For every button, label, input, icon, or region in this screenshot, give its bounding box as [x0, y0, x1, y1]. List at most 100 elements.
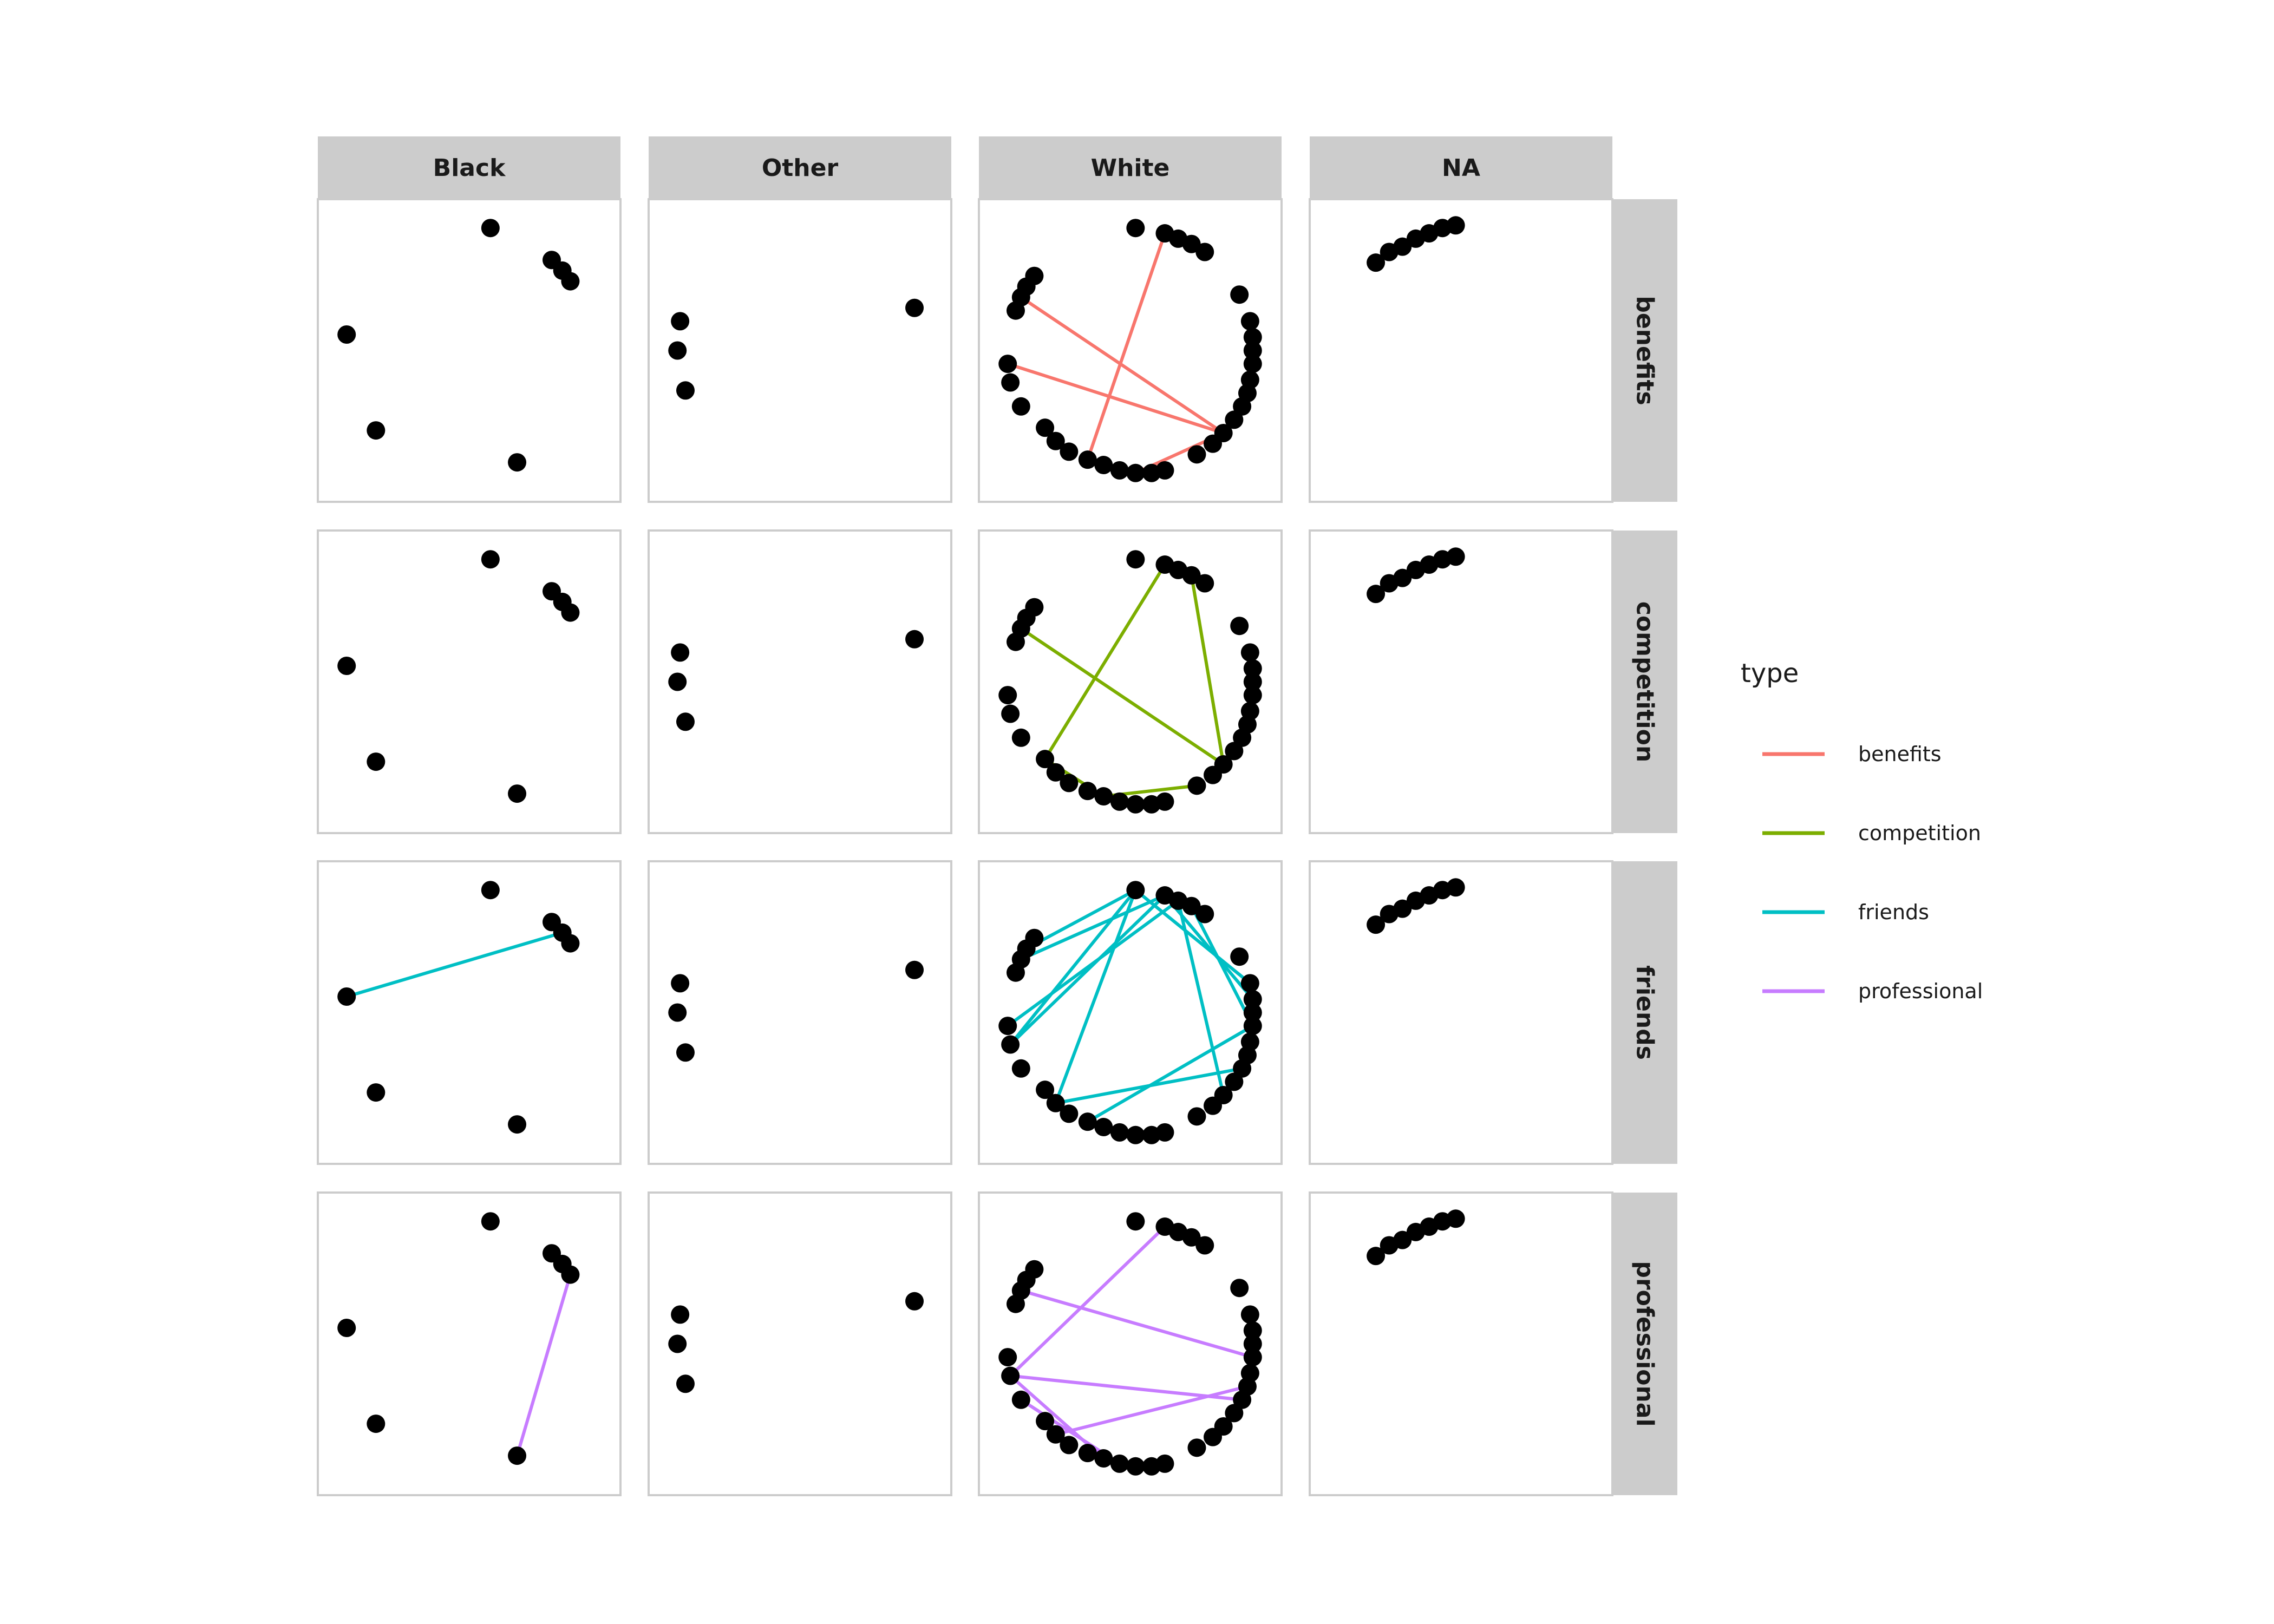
legend: type benefitscompetitionfriendsprofessio… — [1741, 658, 1983, 1003]
node-point — [1241, 643, 1259, 662]
node-point — [481, 550, 500, 568]
node-point — [1094, 456, 1113, 474]
node-point — [1244, 355, 1262, 373]
panel-white-competition — [979, 531, 1282, 833]
node-point — [1187, 445, 1206, 463]
column-strip-label: NA — [1442, 154, 1480, 182]
node-point — [1142, 795, 1161, 814]
node-point — [1241, 312, 1259, 330]
node-point — [1126, 1457, 1145, 1476]
node-point — [1025, 598, 1043, 617]
node-point — [671, 1305, 689, 1324]
node-point — [1195, 574, 1214, 592]
node-point — [1230, 947, 1249, 966]
node-point — [668, 1335, 687, 1353]
node-point — [1187, 1438, 1206, 1457]
node-point — [1195, 243, 1214, 261]
panel-other-professional — [649, 1193, 951, 1495]
node-point — [367, 1415, 385, 1433]
node-point — [1230, 617, 1249, 635]
panel-background — [1310, 861, 1612, 1164]
node-point — [1126, 1126, 1145, 1144]
node-point — [1241, 974, 1259, 992]
column-strips: Black Other White NA — [318, 136, 1612, 199]
node-point — [1079, 782, 1097, 800]
legend-label-competition: competition — [1858, 821, 1981, 845]
node-point — [905, 630, 924, 649]
node-point — [1204, 1428, 1222, 1446]
row-strip-label: benefits — [1631, 296, 1659, 405]
node-point — [676, 381, 695, 400]
node-point — [668, 673, 687, 691]
node-point — [1244, 1348, 1262, 1366]
node-point — [1195, 1236, 1214, 1254]
node-point — [1204, 435, 1222, 453]
panel-white-professional — [979, 1193, 1282, 1495]
node-point — [1110, 793, 1129, 811]
node-point — [1001, 705, 1020, 723]
node-point — [1126, 1212, 1145, 1230]
node-point — [668, 1004, 687, 1022]
node-point — [1094, 1449, 1113, 1468]
panel-background — [979, 531, 1282, 833]
node-point — [1036, 1081, 1054, 1099]
panel-background — [979, 1193, 1282, 1495]
panel-na-professional — [1310, 1193, 1612, 1495]
panel-background — [649, 861, 951, 1164]
node-point — [905, 299, 924, 317]
panel-background — [318, 199, 620, 502]
panel-background — [649, 199, 951, 502]
node-point — [1110, 1455, 1129, 1473]
column-strip-label: Other — [762, 154, 839, 182]
panel-background — [649, 1193, 951, 1495]
node-point — [561, 934, 579, 953]
panel-background — [979, 199, 1282, 502]
node-point — [905, 961, 924, 979]
node-point — [1126, 795, 1145, 814]
node-point — [367, 421, 385, 440]
panel-black-friends — [318, 861, 620, 1164]
node-point — [561, 604, 579, 622]
node-point — [1094, 787, 1113, 806]
node-point — [1079, 1112, 1097, 1131]
node-point — [1447, 216, 1465, 234]
node-point — [1012, 1059, 1030, 1078]
node-point — [1447, 547, 1465, 566]
facet-panels — [318, 199, 1612, 1495]
panel-background — [318, 1193, 620, 1495]
node-point — [1012, 1391, 1030, 1409]
node-point — [1241, 1305, 1259, 1324]
row-strip-label: professional — [1631, 1261, 1659, 1426]
node-point — [1195, 905, 1214, 923]
node-point — [1012, 397, 1030, 416]
node-point — [508, 453, 526, 472]
node-point — [508, 784, 526, 803]
node-point — [1036, 750, 1054, 768]
panel-white-friends — [979, 861, 1282, 1164]
node-point — [1187, 776, 1206, 795]
node-point — [337, 325, 356, 344]
node-point — [1025, 267, 1043, 285]
node-point — [337, 657, 356, 675]
panel-black-professional — [318, 1193, 620, 1495]
node-point — [998, 1017, 1017, 1035]
panel-na-friends — [1310, 861, 1612, 1164]
node-point — [1012, 729, 1030, 747]
node-point — [671, 974, 689, 992]
node-point — [998, 355, 1017, 373]
node-point — [1126, 219, 1145, 237]
node-point — [1110, 1123, 1129, 1142]
node-point — [1079, 450, 1097, 469]
column-strip-label: Black — [433, 154, 506, 182]
row-strip-label: competition — [1631, 601, 1659, 762]
node-point — [668, 342, 687, 360]
panel-black-benefits — [318, 199, 620, 502]
legend-title: type — [1741, 658, 1799, 689]
node-point — [1447, 1209, 1465, 1228]
node-point — [337, 1319, 356, 1337]
node-point — [1204, 1097, 1222, 1115]
panel-na-benefits — [1310, 199, 1612, 502]
panel-background — [318, 861, 620, 1164]
node-point — [1187, 1107, 1206, 1125]
node-point — [1126, 881, 1145, 899]
